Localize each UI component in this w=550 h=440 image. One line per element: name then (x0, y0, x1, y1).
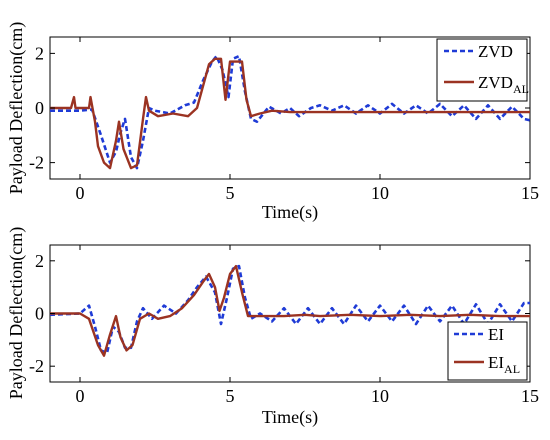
legend-label-ei: EI (488, 325, 504, 344)
y-tick-label: -2 (29, 153, 44, 173)
legend-box-top (436, 38, 528, 102)
legend-bottom: EI EIAL (447, 321, 528, 381)
x-tick-label: 15 (521, 386, 539, 406)
x-tick-label: 15 (521, 183, 539, 203)
series-line-zvd-al (50, 57, 530, 170)
x-tick-label: 0 (76, 183, 85, 203)
series-layer-top (50, 54, 531, 170)
series-layer-bottom (49, 264, 530, 357)
x-tick-label: 0 (76, 386, 85, 406)
x-axis-label-top: Time(s) (262, 202, 318, 223)
legend-top: ZVD ZVDAL (436, 38, 529, 102)
series-line-ei-al (50, 264, 530, 357)
x-tick-label: 10 (371, 386, 389, 406)
x-tick-label: 5 (226, 183, 235, 203)
legend-label-zvd: ZVD (478, 42, 513, 61)
x-axis-label-bottom: Time(s) (262, 407, 318, 428)
y-tick-label: 0 (35, 304, 44, 324)
panel-top: 0 5 10 15 -2 0 2 Time(s) Payload Deflection(cm… (6, 22, 539, 223)
x-tick-label: 5 (226, 386, 235, 406)
x-tick-label: 10 (371, 183, 389, 203)
panel-bottom: 0 5 10 15 -2 0 2 Time(s) Payload Deflection(cm… (6, 227, 539, 428)
y-tick-label: 0 (35, 98, 44, 118)
y-axis-label-top: Payload Deflection(cm) (6, 22, 27, 194)
ticks-bottom: 0 5 10 15 -2 0 2 (29, 245, 539, 406)
y-tick-label: 2 (35, 251, 44, 271)
y-tick-label: 2 (35, 43, 44, 63)
series-line-zvd (50, 54, 531, 170)
y-tick-label: -2 (29, 356, 44, 376)
y-axis-label-bottom: Payload Deflection(cm) (6, 227, 27, 399)
legend-box-bottom (447, 321, 528, 381)
